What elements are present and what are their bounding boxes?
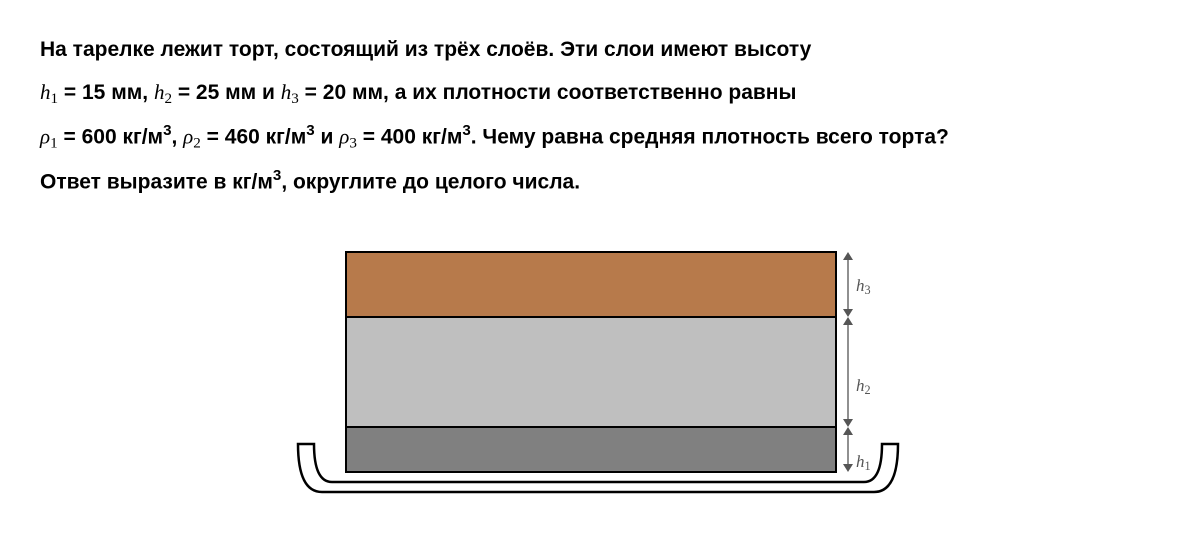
val-h3: = 20 мм, а их плотности соответственно р… <box>299 81 797 104</box>
dim-label-h3: h3 <box>856 277 871 296</box>
text-line3-tail: . Чему равна средняя плотность всего тор… <box>471 126 949 149</box>
sub-rho3: 3 <box>349 136 357 152</box>
val-rho1: = 600 кг/м <box>58 126 163 149</box>
sep-1: , <box>172 126 184 149</box>
var-rho1: ρ <box>40 125 50 149</box>
sup-cubed-3: 3 <box>462 122 470 139</box>
val-h2: = 25 мм и <box>172 81 281 104</box>
var-rho2: ρ <box>183 125 193 149</box>
sep-2: и <box>315 126 340 149</box>
var-h3: h <box>281 80 292 104</box>
sub-h1: 1 <box>51 91 59 107</box>
var-h1: h <box>40 80 51 104</box>
var-rho3: ρ <box>339 125 349 149</box>
val-h1: = 15 мм, <box>58 81 154 104</box>
sup-cubed-1: 3 <box>163 122 171 139</box>
dim-label-h2: h2 <box>856 377 871 396</box>
val-rho2: = 460 кг/м <box>201 126 306 149</box>
cake-diagram: h3 h2 h1 <box>280 227 920 527</box>
sub-h2: 2 <box>164 91 172 107</box>
problem-statement: На тарелке лежит торт, состоящий из трёх… <box>40 28 1160 203</box>
sub-rho1: 1 <box>50 136 58 152</box>
text-line4: Ответ выразите в кг/м <box>40 170 273 193</box>
sub-rho2: 2 <box>193 136 201 152</box>
text-line4-tail: , округлите до целого числа. <box>281 170 580 193</box>
var-h2: h <box>154 80 165 104</box>
text-line1: На тарелке лежит торт, состоящий из трёх… <box>40 38 811 61</box>
sub-h3: 3 <box>291 91 299 107</box>
dim-label-h1: h1 <box>856 453 871 472</box>
val-rho3: = 400 кг/м <box>357 126 462 149</box>
sup-cubed-2: 3 <box>306 122 314 139</box>
